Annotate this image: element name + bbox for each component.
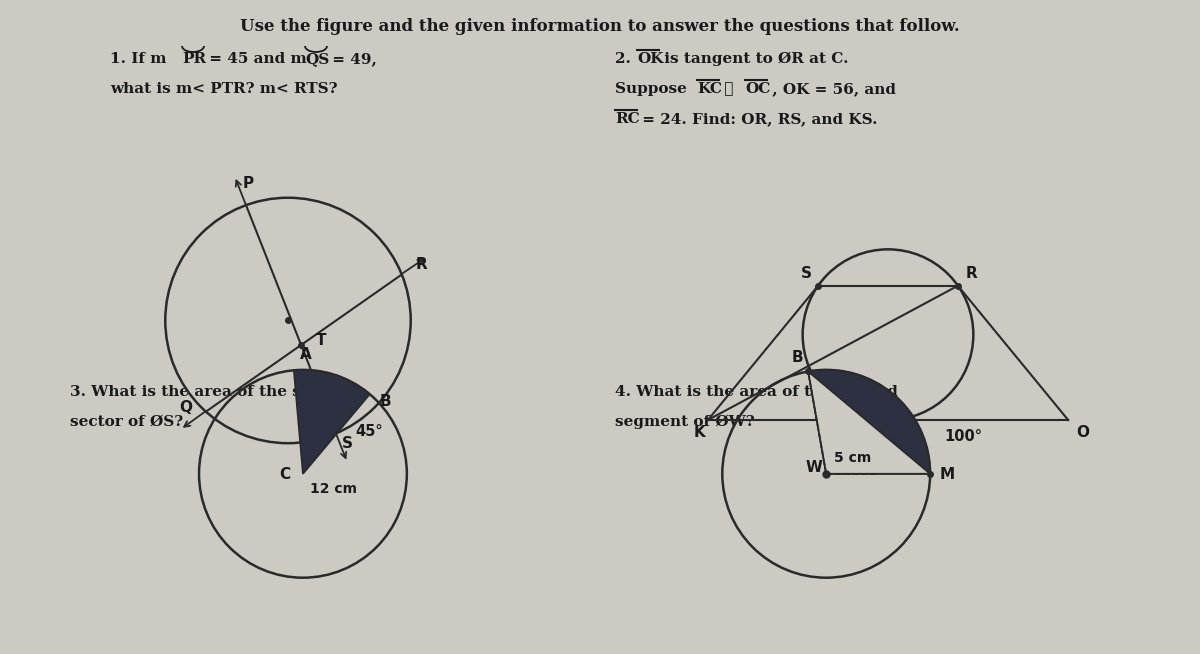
Text: QS: QS — [305, 52, 329, 66]
Text: C: C — [892, 427, 902, 442]
Text: 1. If m: 1. If m — [110, 52, 167, 66]
Wedge shape — [294, 370, 370, 473]
Text: sector of ØS?: sector of ØS? — [70, 415, 184, 429]
Text: Use the figure and the given information to answer the questions that follow.: Use the figure and the given information… — [240, 18, 960, 35]
Text: W: W — [805, 460, 822, 475]
Text: KC: KC — [697, 82, 722, 96]
Text: = 45 and m: = 45 and m — [204, 52, 307, 66]
Text: 5 cm: 5 cm — [834, 451, 871, 466]
Text: R: R — [966, 266, 977, 281]
Wedge shape — [808, 370, 930, 473]
Polygon shape — [808, 371, 930, 473]
Text: what is m< PTR? m< RTS?: what is m< PTR? m< RTS? — [110, 82, 337, 96]
Text: RC: RC — [616, 112, 640, 126]
Text: K: K — [694, 425, 706, 440]
Text: 45°: 45° — [355, 424, 383, 439]
Text: 2.: 2. — [616, 52, 636, 66]
Text: PR: PR — [182, 52, 206, 66]
Text: M: M — [940, 466, 955, 481]
Text: P: P — [242, 176, 254, 190]
Text: B: B — [791, 350, 803, 365]
Text: A: A — [300, 347, 311, 362]
Text: T: T — [316, 333, 326, 348]
Text: 4. What is the area of the shaded: 4. What is the area of the shaded — [616, 385, 898, 399]
Text: 100°: 100° — [944, 429, 983, 443]
Text: , OK = 56, and: , OK = 56, and — [767, 82, 896, 96]
Text: 12 cm: 12 cm — [311, 482, 358, 496]
Text: = 24. Find: OR, RS, and KS.: = 24. Find: OR, RS, and KS. — [637, 112, 877, 126]
Text: B: B — [379, 394, 391, 409]
Text: Q: Q — [179, 400, 192, 415]
Text: OK: OK — [637, 52, 664, 66]
Text: OC: OC — [745, 82, 770, 96]
Text: = 49,: = 49, — [326, 52, 377, 66]
Text: O: O — [1075, 425, 1088, 440]
Text: R: R — [416, 257, 427, 272]
Text: ≅: ≅ — [719, 82, 739, 96]
Text: S: S — [802, 266, 812, 281]
Text: S: S — [342, 436, 353, 451]
Text: segment of ØW?: segment of ØW? — [616, 415, 755, 429]
Text: 3. What is the area of the shaded: 3. What is the area of the shaded — [70, 385, 353, 399]
Text: is tangent to ØR at C.: is tangent to ØR at C. — [659, 52, 848, 66]
Text: Suppose: Suppose — [616, 82, 692, 96]
Text: C: C — [280, 466, 290, 481]
